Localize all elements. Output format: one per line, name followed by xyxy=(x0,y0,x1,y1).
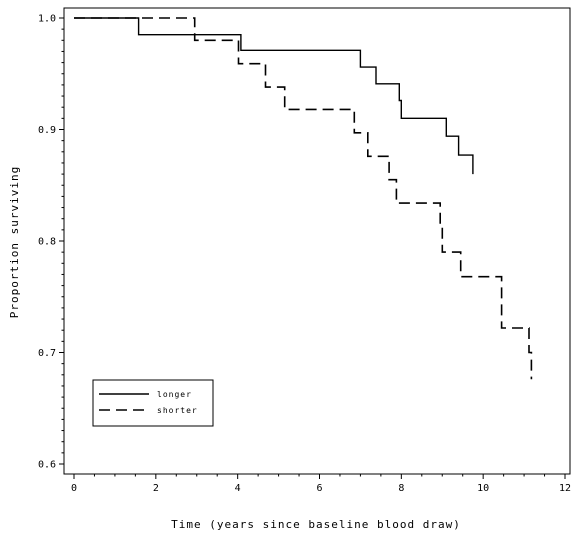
y-tick-label: 0.8 xyxy=(38,237,56,248)
legend-label-longer: longer xyxy=(157,390,192,399)
legend-box xyxy=(92,379,214,427)
legend: longer shorter xyxy=(92,379,214,427)
x-tick-label: 0 xyxy=(71,483,77,494)
y-tick-label: 0.9 xyxy=(38,125,56,136)
x-axis-title: Time (years since baseline blood draw) xyxy=(171,518,461,531)
axis-ticks: 0 2 4 6 8 10 12 0.6 0.7 0.8 0.9 1.0 xyxy=(38,14,571,495)
series-line-longer xyxy=(74,17,474,175)
x-tick-label: 6 xyxy=(316,483,322,494)
series-lines xyxy=(74,17,533,380)
x-tick-label: 10 xyxy=(477,483,489,494)
x-tick-label: 12 xyxy=(559,483,571,494)
y-tick-label: 0.6 xyxy=(38,460,56,471)
legend-label-shorter: shorter xyxy=(157,406,198,415)
y-axis-title: Proportion surviving xyxy=(8,166,21,318)
x-tick-label: 8 xyxy=(398,483,404,494)
x-tick-label: 4 xyxy=(235,483,241,494)
y-tick-label: 0.7 xyxy=(38,348,56,359)
series-line-shorter xyxy=(74,17,533,380)
y-tick-label: 1.0 xyxy=(38,14,56,25)
x-tick-label: 2 xyxy=(153,483,159,494)
